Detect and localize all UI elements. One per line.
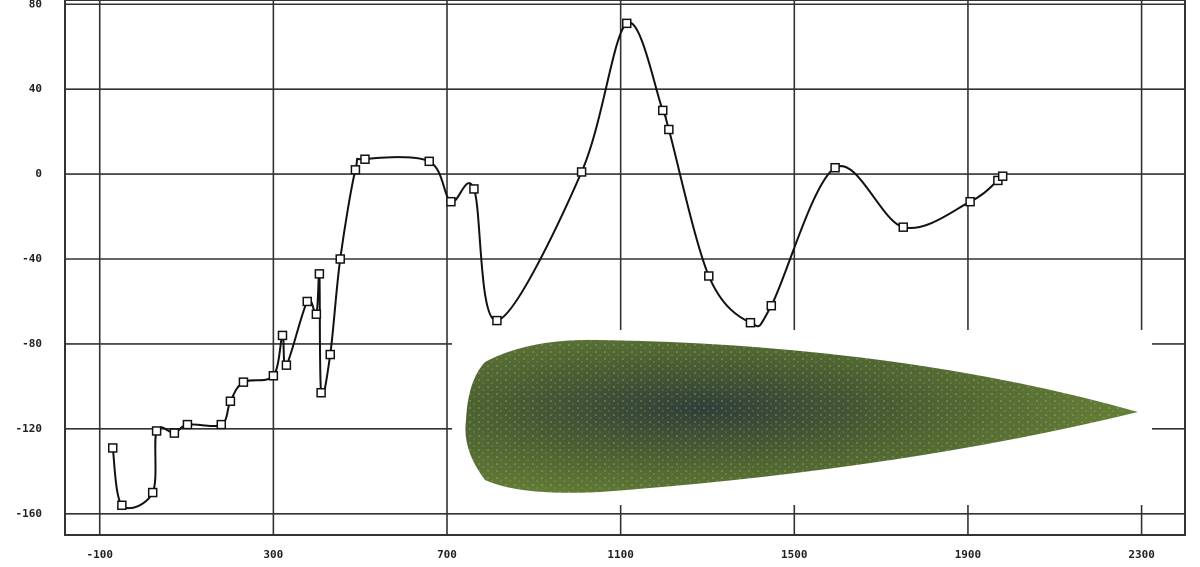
data-point (302, 296, 312, 307)
data-point (745, 317, 756, 328)
data-point (117, 500, 127, 511)
y-tick-label: -80 (22, 337, 42, 350)
data-point (492, 315, 502, 326)
data-point (664, 124, 674, 135)
data-point (424, 156, 434, 167)
y-tick-label: 80 (29, 0, 42, 10)
data-point (216, 419, 227, 430)
data-point (704, 271, 714, 281)
data-point (766, 300, 777, 311)
data-point (182, 419, 193, 430)
x-tick-label: 300 (263, 548, 283, 561)
data-point (238, 377, 249, 387)
y-tick-label: -160 (16, 507, 43, 520)
data-point (225, 396, 236, 406)
data-point (469, 184, 479, 194)
data-point (965, 196, 975, 207)
x-tick-label: 1500 (781, 548, 808, 561)
x-tick-label: 2300 (1128, 548, 1155, 561)
data-point (830, 162, 840, 173)
x-tick-label: 700 (437, 548, 457, 561)
data-point (997, 171, 1008, 181)
data-point (108, 443, 118, 453)
data-point (446, 196, 456, 207)
data-point (360, 154, 370, 164)
y-tick-label: 0 (35, 167, 42, 180)
axe-photo (452, 330, 1152, 505)
plot-frame (64, 0, 1186, 536)
data-point (325, 349, 335, 360)
x-tick-label: 1100 (607, 548, 634, 561)
data-point (576, 167, 587, 177)
data-point (268, 371, 279, 381)
data-point (898, 222, 909, 232)
data-point (621, 18, 632, 29)
x-tick-label: 1900 (955, 548, 982, 561)
data-point (314, 269, 325, 279)
x-tick-label: -100 (86, 548, 113, 561)
axe-texture (465, 339, 1138, 493)
data-point (169, 428, 180, 438)
data-point (281, 360, 292, 370)
y-tick-label: -120 (16, 422, 43, 435)
data-point (151, 426, 162, 436)
y-tick-label: -40 (22, 252, 42, 265)
data-point (147, 487, 158, 498)
data-point (311, 309, 322, 319)
data-point (658, 105, 668, 116)
data-point (350, 165, 361, 175)
y-tick-label: 40 (29, 82, 42, 95)
data-point (277, 330, 288, 341)
data-point (335, 254, 345, 264)
data-point (316, 388, 326, 398)
